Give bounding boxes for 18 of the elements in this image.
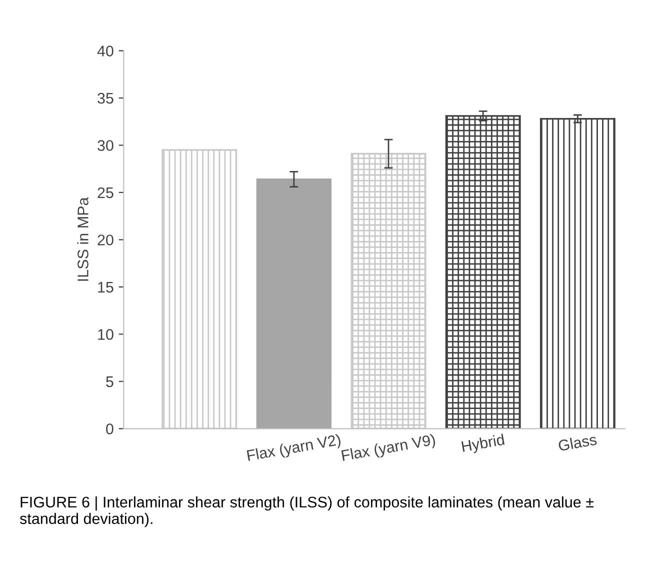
y-axis-title: ILSS in MPa xyxy=(77,197,88,281)
bar xyxy=(540,118,616,429)
y-tick-label: 25 xyxy=(98,187,114,198)
x-tick-label: Hybrid xyxy=(461,434,506,455)
y-tick-label: 35 xyxy=(98,92,114,104)
x-tick-label: Flax (yarn V9) xyxy=(341,434,436,464)
y-tick-label: 0 xyxy=(106,424,114,434)
y-tick-label: 20 xyxy=(98,234,114,246)
bar xyxy=(445,115,521,429)
y-tick-label: 5 xyxy=(106,376,114,388)
y-tick-label: 40 xyxy=(97,46,114,56)
x-tick-label: Glass xyxy=(558,434,598,452)
y-tick-label: 30 xyxy=(98,140,114,151)
y-tick-label: 15 xyxy=(98,282,114,293)
x-tick-label: Flax (yarn V2) xyxy=(246,434,342,464)
bar xyxy=(256,178,332,429)
y-tick-label: 10 xyxy=(98,329,114,340)
caption: FIGURE 6 | Interlaminar shear strength (ILSS) of composite laminates (mean value ± standard deviation). xyxy=(20,496,594,528)
